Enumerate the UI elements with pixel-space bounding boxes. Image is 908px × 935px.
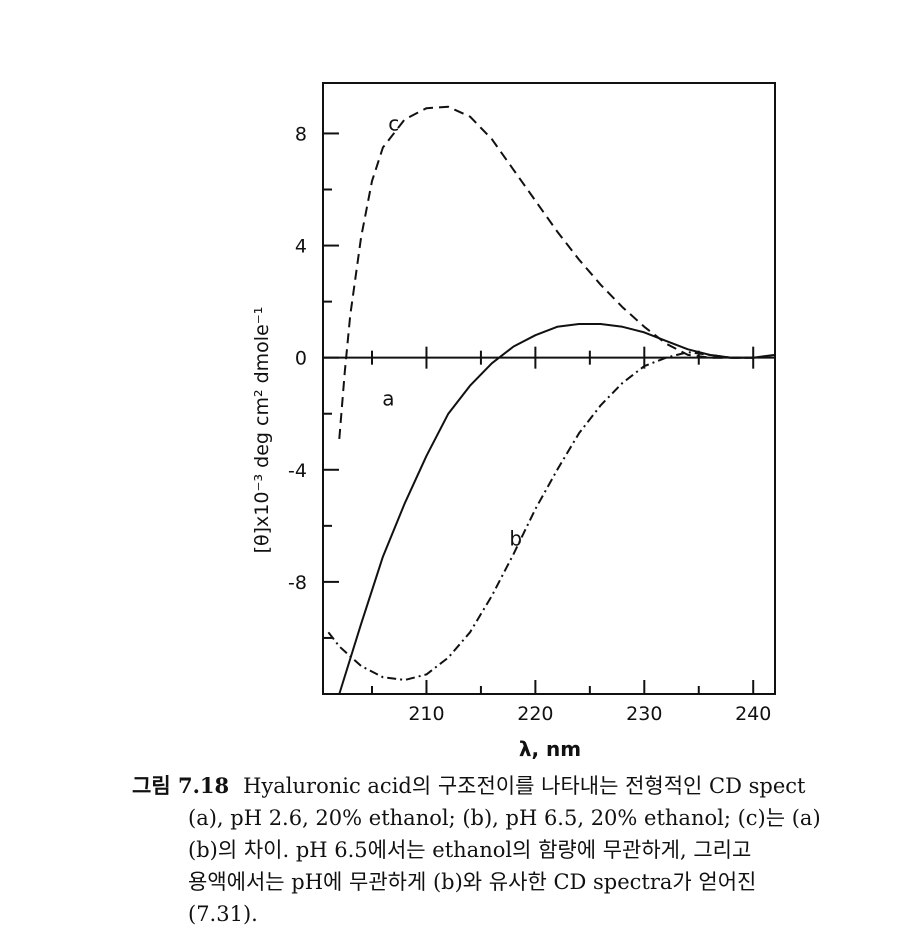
- caption-line-2: (a), pH 2.6, 20% ethanol; (b), pH 6.5, 2…: [188, 806, 821, 830]
- y-axis-title: [θ]x10⁻³ deg cm² dmole⁻¹: [251, 307, 273, 554]
- caption-line-3: (b)의 차이. pH 6.5에서는 ethanol의 함량에 무관하게, 그리…: [188, 838, 752, 862]
- series-labels: a b c: [382, 112, 522, 551]
- series-line-a: [338, 323, 776, 695]
- x-tick-label: 240: [735, 703, 771, 725]
- y-tick-label: -4: [288, 460, 307, 482]
- x-axis-title: λ, nm: [519, 737, 581, 760]
- series-line-c: [338, 105, 754, 439]
- series-layer: [327, 105, 776, 695]
- series-label-a: a: [382, 386, 394, 410]
- y-tick-label: -8: [288, 572, 307, 594]
- cd-spectrum-chart: -8 -4 0 4 8 210 220 230 240 a b c [θ]x10⁻³ deg cm…: [251, 82, 776, 760]
- series-line-b: [327, 351, 754, 681]
- caption-label: 그림 7.18: [132, 773, 230, 798]
- y-tick-label: 0: [295, 348, 307, 370]
- x-axis-ticks: 210 220 230 240: [371, 680, 771, 725]
- figure-caption: 그림 7.18 Hyaluronic acid의 구조전이를 나타내는 전형적인 …: [132, 770, 908, 930]
- series-label-b: b: [509, 526, 522, 550]
- x-tick-label: 220: [517, 703, 553, 725]
- y-tick-label: 4: [295, 236, 307, 258]
- y-tick-label: 8: [295, 123, 307, 145]
- x-tick-label: 210: [408, 703, 444, 725]
- x-tick-label: 230: [626, 703, 662, 725]
- caption-line-5: (7.31).: [188, 902, 258, 926]
- caption-line-1: Hyaluronic acid의 구조전이를 나타내는 전형적인 CD spec…: [243, 774, 806, 798]
- series-label-c: c: [388, 112, 399, 136]
- plot-frame: [322, 82, 776, 695]
- caption-line-4: 용액에서는 pH에 무관하게 (b)와 유사한 CD spectra가 얻어진: [188, 870, 757, 894]
- zero-line-ticks: [371, 346, 755, 369]
- y-axis-ticks: -8 -4 0 4 8: [288, 123, 339, 639]
